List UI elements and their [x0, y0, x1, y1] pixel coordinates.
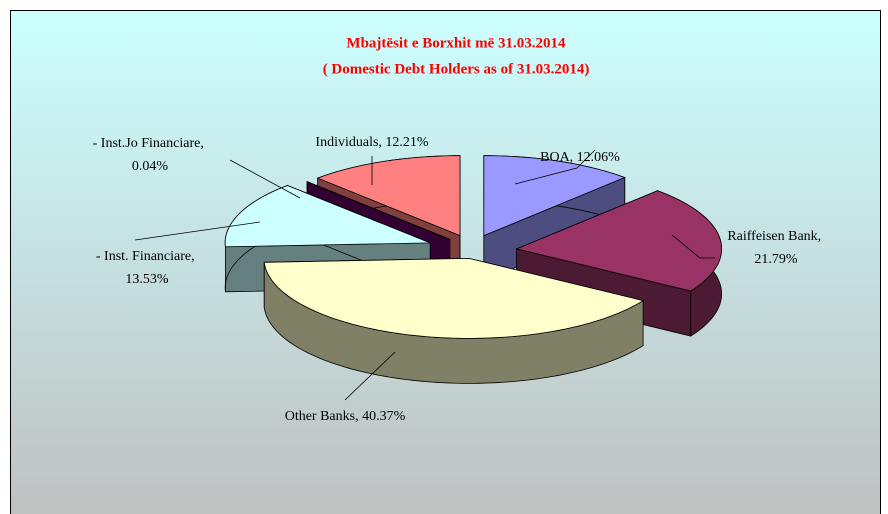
labels: BOA, 12.06% Raiffeisen Bank, 21.79% Other …	[93, 135, 825, 424]
slice	[263, 257, 645, 339]
pie	[224, 155, 723, 384]
slice	[316, 155, 461, 237]
label-line: - Inst.Jo Financiare,	[93, 136, 208, 151]
data-label: Raiffeisen Bank, 21.79%	[727, 229, 824, 267]
slice	[224, 185, 431, 248]
label-line: 21.79%	[754, 252, 798, 267]
label-line: 0.04%	[132, 159, 169, 174]
slice	[483, 155, 626, 237]
label-line: Raiffeisen Bank,	[727, 229, 824, 244]
chart-title: Mbajtësit e Borxhit më 31.03.2014	[346, 35, 566, 51]
leader-line	[229, 159, 301, 199]
data-label: Other Banks, 40.37%	[285, 409, 406, 424]
leader-line	[671, 234, 715, 259]
chart-subtitle: ( Domestic Debt Holders as of 31.03.2014…	[323, 61, 590, 77]
slice	[305, 181, 450, 240]
data-label: Individuals, 12.21%	[315, 135, 428, 150]
label-line: 13.53%	[125, 272, 169, 287]
leader-line	[344, 351, 396, 401]
data-label: BOA, 12.06%	[540, 150, 620, 165]
slice	[515, 190, 723, 292]
label-line: - Inst. Financiare,	[96, 249, 198, 264]
leader-line	[514, 149, 596, 185]
data-label: - Inst. Financiare, 13.53%	[96, 249, 198, 287]
data-label: - Inst.Jo Financiare, 0.04%	[93, 136, 208, 174]
leader-line	[134, 221, 261, 241]
